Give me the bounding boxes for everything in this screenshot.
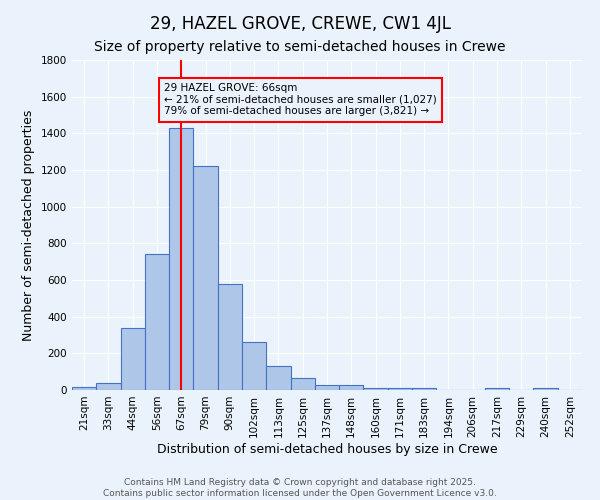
Bar xyxy=(193,166,218,390)
Bar xyxy=(533,388,558,390)
Bar xyxy=(242,342,266,390)
Text: Size of property relative to semi-detached houses in Crewe: Size of property relative to semi-detach… xyxy=(94,40,506,54)
Bar xyxy=(412,388,436,390)
Y-axis label: Number of semi-detached properties: Number of semi-detached properties xyxy=(22,110,35,340)
Bar xyxy=(169,128,193,390)
Bar xyxy=(266,366,290,390)
Bar xyxy=(96,382,121,390)
Bar xyxy=(364,388,388,390)
Text: 29, HAZEL GROVE, CREWE, CW1 4JL: 29, HAZEL GROVE, CREWE, CW1 4JL xyxy=(149,15,451,33)
X-axis label: Distribution of semi-detached houses by size in Crewe: Distribution of semi-detached houses by … xyxy=(157,442,497,456)
Text: Contains HM Land Registry data © Crown copyright and database right 2025.
Contai: Contains HM Land Registry data © Crown c… xyxy=(103,478,497,498)
Bar xyxy=(315,384,339,390)
Bar xyxy=(218,284,242,390)
Bar xyxy=(388,388,412,390)
Bar xyxy=(72,387,96,390)
Bar xyxy=(121,328,145,390)
Bar xyxy=(485,388,509,390)
Text: 29 HAZEL GROVE: 66sqm
← 21% of semi-detached houses are smaller (1,027)
79% of s: 29 HAZEL GROVE: 66sqm ← 21% of semi-deta… xyxy=(164,83,437,116)
Bar xyxy=(145,254,169,390)
Bar xyxy=(339,386,364,390)
Bar xyxy=(290,378,315,390)
